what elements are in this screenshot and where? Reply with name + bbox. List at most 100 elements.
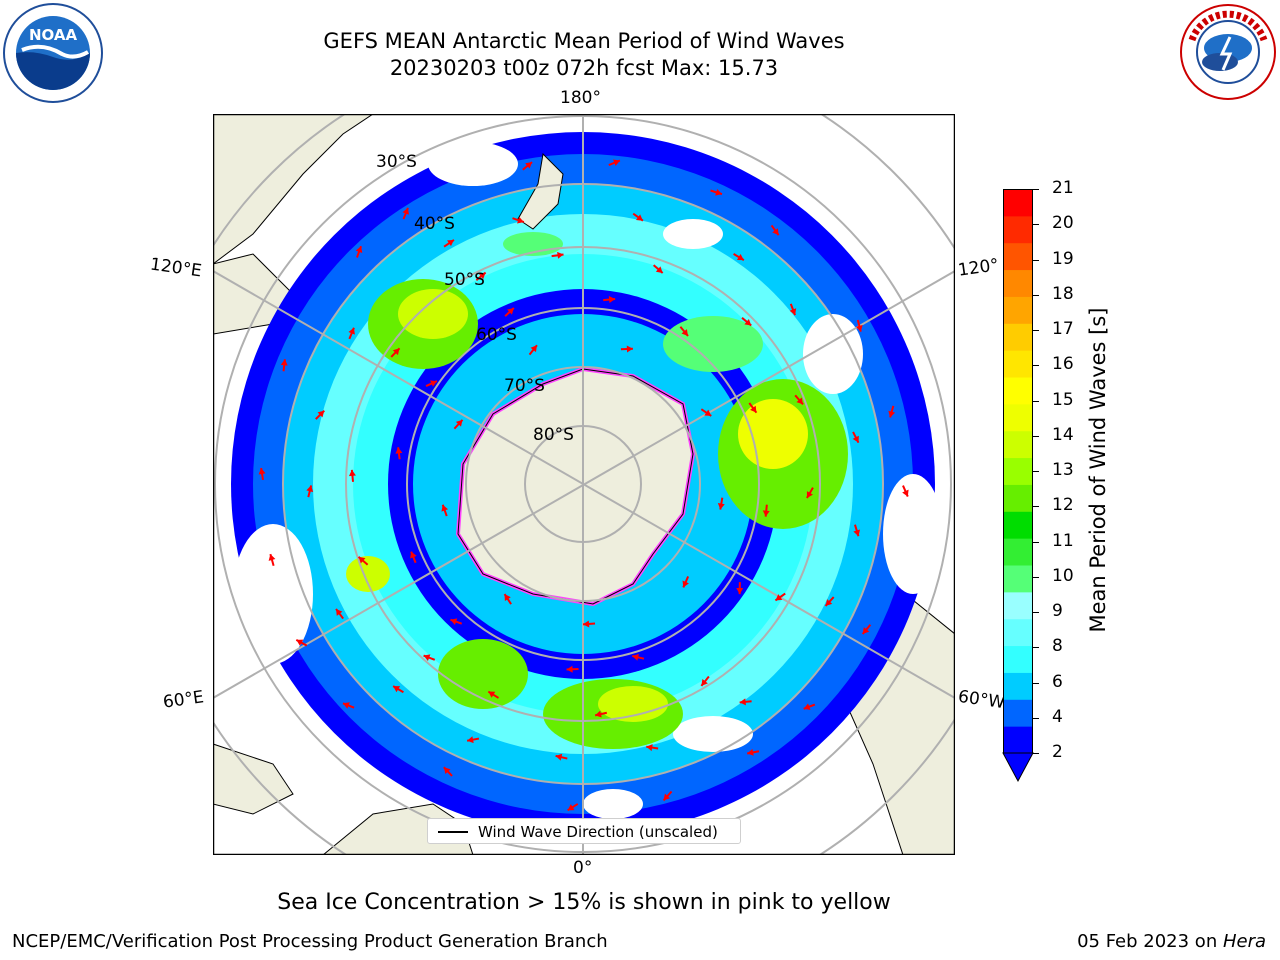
colorbar-tick-mark (1033, 576, 1039, 578)
colorbar-segment (1003, 484, 1033, 512)
colorbar-tick-mark (1033, 647, 1039, 649)
wind-arrow-head (268, 554, 276, 561)
wind-arrow-head (423, 654, 431, 661)
wind-arrow-head (717, 503, 725, 510)
colorbar-tick-label: 14 (1052, 424, 1074, 445)
colorbar-tick-label: 17 (1052, 319, 1074, 339)
colorbar-tick-label: 21 (1052, 178, 1074, 198)
plot-title-line1: GEFS MEAN Antarctic Mean Period of Wind … (323, 29, 845, 53)
colorbar-label: Mean Period of Wind Waves [s] (1086, 307, 1110, 633)
colorbar-tick-label: 11 (1052, 530, 1074, 551)
colorbar-tick-label: 13 (1052, 460, 1074, 480)
map-legend: Wind Wave Direction (unscaled) (427, 818, 741, 844)
wind-arrow-head (443, 767, 451, 774)
wind-arrow-head (525, 162, 533, 169)
colorbar-segment (1003, 242, 1033, 271)
wind-arrow-head (704, 409, 712, 416)
wind-arrow-head (655, 266, 663, 274)
noaa-logo-icon: NOAA (2, 2, 104, 108)
colorbar-segment (1003, 323, 1033, 351)
colorbar-tick-label: 20 (1052, 213, 1074, 234)
lon-label-bottom: 0° (573, 858, 593, 878)
colorbar-tick-mark (1033, 294, 1039, 296)
wind-arrow-head (336, 608, 343, 616)
colorbar-segment (1003, 618, 1033, 647)
wind-arrow-head (393, 686, 401, 693)
wind-arrow-head (701, 679, 708, 686)
lon-label-top: 180° (560, 88, 601, 108)
wind-arrow-head (517, 216, 524, 224)
wind-arrow-head (772, 228, 779, 236)
wind-arrow-head (750, 405, 757, 413)
colorbar-tick-label: 9 (1052, 601, 1063, 621)
colorbar-tick-mark (1033, 471, 1039, 472)
colorbar-tick-mark (1033, 400, 1039, 402)
colorbar-segment (1003, 591, 1033, 620)
wind-arrow-head (358, 556, 366, 564)
wind-arrow-head (803, 703, 811, 710)
wind-arrow-head (296, 639, 304, 646)
wind-arrow-head (342, 702, 350, 709)
footer-date: 05 Feb 2023 on (1077, 931, 1223, 952)
wind-arrow-head (447, 239, 454, 247)
polar-map (212, 113, 956, 856)
footer-left: NCEP/EMC/Verification Post Processing Pr… (12, 931, 608, 952)
colorbar-tick-mark (1033, 259, 1039, 261)
wind-arrow-head (555, 753, 563, 761)
wind-arrow-head (488, 691, 496, 698)
wind-arrow-head (852, 435, 859, 443)
colorbar-tick-label: 12 (1052, 495, 1074, 516)
wind-arrow-head (557, 251, 564, 259)
colorbar-segment (1003, 350, 1033, 378)
wind-arrow-head (450, 618, 458, 626)
wind-arrow-head (682, 580, 689, 588)
svg-text:NOAA: NOAA (29, 26, 78, 44)
wind-arrow-head (636, 214, 643, 221)
colorbar-segment (1003, 565, 1033, 593)
wind-arrow-head (762, 510, 770, 517)
wind-arrow-head (478, 272, 486, 280)
wind-arrow-head (583, 620, 590, 628)
colorbar-segment (1003, 645, 1033, 673)
wind-arrow-head (736, 588, 744, 595)
colorbar-segment (1003, 511, 1033, 539)
wind-arrow-head (681, 329, 689, 336)
legend-line-swatch (438, 831, 468, 833)
wind-arrow-head (608, 296, 616, 304)
lat-label-70s: 70°S (504, 376, 545, 396)
colorbar-tick-mark (1033, 717, 1039, 719)
lat-label-60s: 60°S (476, 325, 517, 345)
wind-arrow-head (504, 594, 511, 602)
colorbar-tick-mark (1033, 753, 1039, 754)
wind-arrow-head (567, 804, 575, 811)
colorbar-tick-mark (1033, 330, 1039, 331)
wind-arrow-head (626, 345, 633, 353)
colorbar-segment (1003, 699, 1033, 727)
colorbar-tick-label: 6 (1052, 671, 1063, 692)
colorbar-tick-mark (1033, 365, 1039, 367)
colorbar-tick-label: 10 (1052, 565, 1074, 586)
colorbar-segment (1003, 296, 1033, 324)
lon-label-right-lower: 60°W (956, 686, 1007, 714)
footer-host: Hera (1222, 931, 1266, 952)
colorbar-segment (1003, 672, 1033, 700)
colorbar-segment (1003, 538, 1033, 566)
wind-arrow-head (455, 419, 463, 427)
wind-arrow-head (395, 447, 403, 454)
colorbar-tick-label: 2 (1052, 742, 1063, 762)
wind-arrow-head (348, 469, 356, 477)
wind-arrow-head (530, 345, 537, 353)
colorbar-segment (1003, 430, 1033, 459)
wind-arrow-head (902, 489, 909, 497)
wind-arrow-head (744, 318, 752, 326)
wind-arrow-head (507, 307, 514, 315)
wind-arrow-head (825, 599, 833, 606)
wind-arrow-head (613, 159, 620, 167)
wind-arrow-head (747, 748, 754, 756)
wind-arrow-head (317, 410, 325, 418)
colorbar-tick-label: 15 (1052, 389, 1074, 410)
wind-arrow-head (775, 594, 783, 601)
colorbar-tick-mark (1033, 541, 1039, 543)
wind-arrow-head (392, 348, 400, 356)
footer-right: 05 Feb 2023 on Hera (1077, 931, 1266, 952)
